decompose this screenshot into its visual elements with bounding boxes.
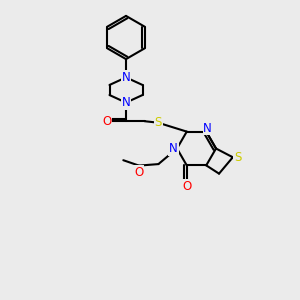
Text: O: O — [182, 180, 191, 193]
Text: O: O — [102, 115, 111, 128]
Text: N: N — [122, 71, 130, 84]
Text: N: N — [122, 96, 130, 109]
Text: N: N — [203, 122, 212, 134]
Text: O: O — [134, 166, 143, 179]
Text: S: S — [154, 116, 162, 129]
Text: N: N — [169, 142, 178, 155]
Text: S: S — [234, 151, 242, 164]
